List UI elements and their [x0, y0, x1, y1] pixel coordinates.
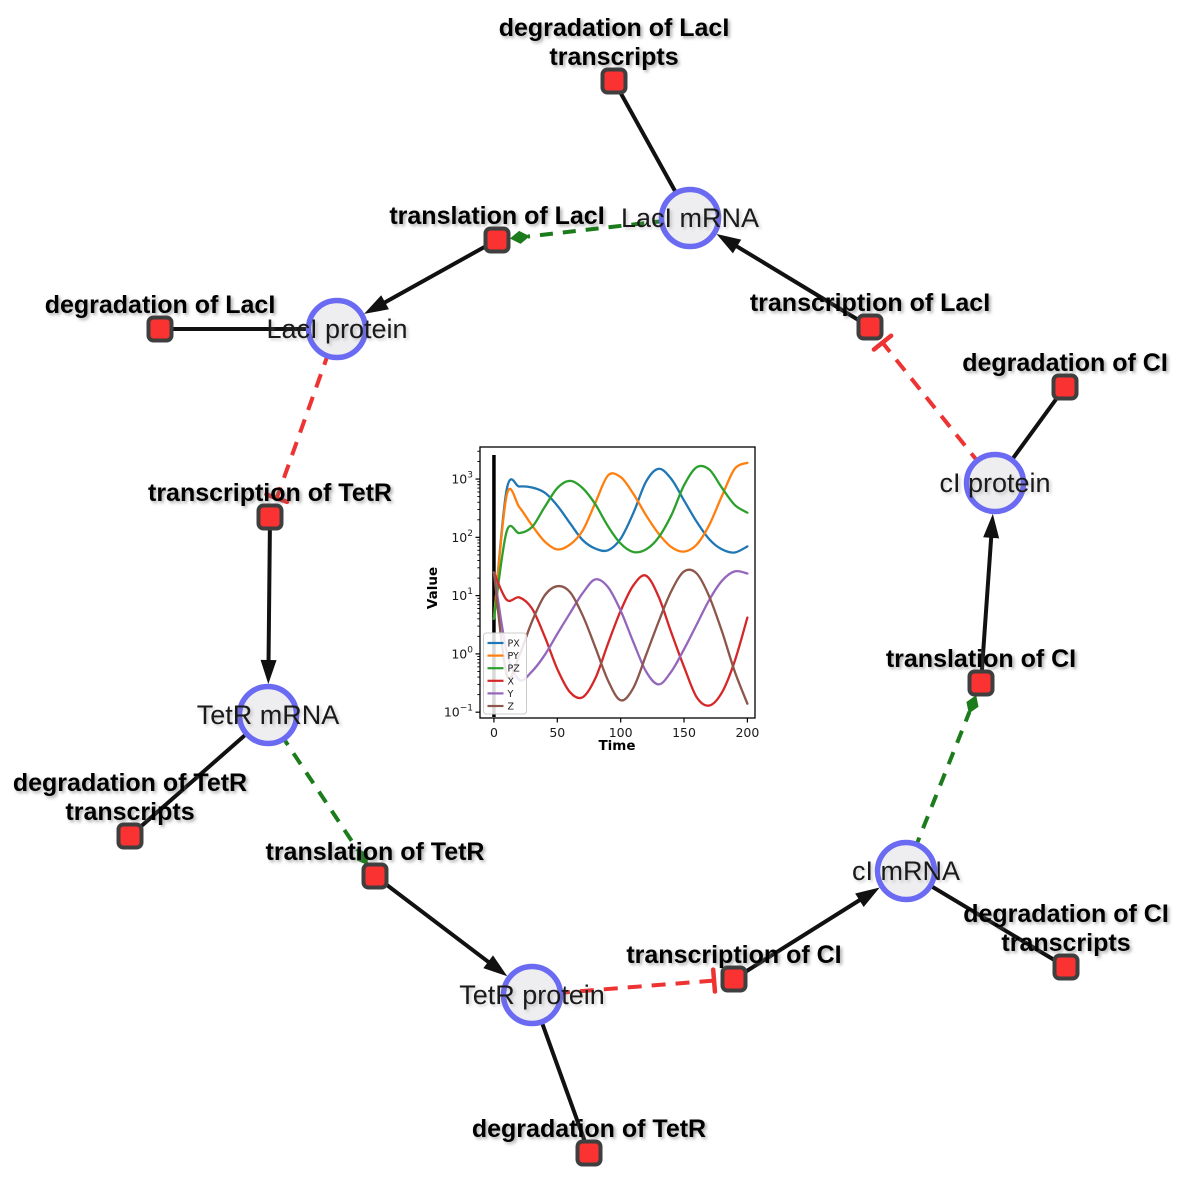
edge-inhibition-laci-protein-transcr-tetr-tbar: [264, 492, 290, 505]
reaction-label-deg-tetr-tr: degradation of TetR: [13, 769, 247, 797]
species-node-tetr-protein[interactable]: [500, 963, 564, 1027]
legend-label-PZ: PZ: [508, 664, 521, 675]
y-axis-title: Value: [425, 567, 441, 609]
legend-box: [483, 632, 527, 715]
x-tick-label: 50: [549, 725, 565, 740]
y-tick-label: 101: [451, 587, 473, 603]
reaction-label-transl-tetr: translation of TetR: [266, 838, 485, 866]
edge-production-transcr-tetr-tetr-mrna: [266, 516, 272, 665]
labels-layer: degradation of LacItranscriptstranslatio…: [13, 14, 1169, 1143]
x-tick-label: 150: [672, 725, 696, 740]
edge-production-transcr-ci-ci-mrna-arrowhead: [855, 887, 880, 908]
species-node-ci-protein[interactable]: [963, 451, 1027, 515]
legend-label-Z: Z: [508, 702, 515, 713]
chart-series-X: [492, 571, 749, 707]
reaction-label-transcr-ci: transcription of CI: [626, 941, 841, 969]
reaction-node-deg-laci[interactable]: [146, 315, 174, 343]
reaction-label-deg-ci-tr: degradation of CI: [963, 900, 1169, 928]
species-node-ci-mrna[interactable]: [874, 839, 938, 903]
y-tick-label: 100: [451, 645, 473, 661]
reaction-label-deg-laci-tr: transcripts: [549, 43, 678, 71]
reaction-node-transcr-tetr[interactable]: [256, 503, 284, 531]
edge-heads-layer: [260, 230, 1000, 994]
edge-production-transl-ci-ci-protein: [979, 533, 994, 684]
reaction-label-transcr-tetr: transcription of TetR: [148, 479, 392, 507]
edge-production-transcr-laci-laci-mrna-arrowhead: [716, 234, 742, 254]
reaction-label-deg-tetr: degradation of TetR: [472, 1115, 706, 1143]
reaction-node-transl-tetr[interactable]: [361, 862, 389, 890]
edge-production-transl-tetr-tetr-protein-arrowhead: [483, 955, 508, 977]
reaction-label-transcr-laci: transcription of LacI: [750, 289, 990, 317]
y-tick-label: 10−1: [444, 704, 473, 720]
reaction-node-deg-ci[interactable]: [1051, 373, 1079, 401]
species-label-tetr-mrna: TetR mRNA: [197, 700, 340, 730]
reaction-node-transl-laci[interactable]: [483, 226, 511, 254]
y-tick-label: 103: [451, 471, 473, 487]
reaction-label-deg-ci: degradation of CI: [962, 349, 1168, 377]
edge-production-transcr-tetr-tetr-mrna-arrowhead: [260, 659, 277, 685]
species-node-laci-protein[interactable]: [305, 297, 369, 361]
chart-series-Z: [492, 568, 749, 705]
species-node-laci-mrna[interactable]: [658, 186, 722, 250]
reaction-label-transl-laci: translation of LacI: [389, 202, 604, 230]
reaction-label-deg-ci-tr: transcripts: [1001, 929, 1130, 957]
legend-label-PY: PY: [508, 651, 520, 662]
edge-production-transl-ci-ci-protein-arrowhead: [983, 513, 1000, 539]
nodes-layer: [116, 67, 1080, 1167]
edge-production-transcr-laci-laci-mrna: [732, 242, 872, 329]
x-axis-title: Time: [598, 738, 635, 754]
species-label-laci-mrna: LacI mRNA: [621, 203, 759, 233]
reaction-node-transcr-ci[interactable]: [720, 965, 748, 993]
legend-label-X: X: [508, 676, 515, 687]
chart-frame: [479, 446, 756, 719]
species-label-laci-protein: LacI protein: [266, 314, 407, 344]
reaction-node-transcr-laci[interactable]: [856, 313, 884, 341]
legend-label-Y: Y: [507, 689, 514, 700]
reaction-node-transl-ci[interactable]: [967, 669, 995, 697]
edge-production-transl-laci-laci-protein: [380, 238, 498, 306]
edge-modifier-ci-mrna-transl-ci-diamond-head: [966, 695, 979, 714]
edge-production-transl-tetr-tetr-protein: [373, 874, 493, 966]
x-tick-label: 0: [490, 725, 498, 740]
y-tick-label: 102: [451, 529, 473, 545]
edge-inhibition-tetr-protein-transcr-ci-tbar: [710, 967, 718, 994]
reaction-node-deg-tetr[interactable]: [575, 1139, 603, 1167]
reaction-label-deg-laci-tr: degradation of LacI: [499, 14, 730, 42]
species-label-ci-protein: cI protein: [939, 468, 1050, 498]
reaction-label-deg-tetr-tr: transcripts: [65, 798, 194, 826]
reaction-node-deg-ci-tr[interactable]: [1052, 953, 1080, 981]
edge-modifier-tetr-mrna-transl-tetr-diamond-head: [356, 848, 368, 866]
chart-series-PZ: [492, 464, 749, 620]
species-label-ci-mrna: cI mRNA: [852, 856, 960, 886]
reaction-node-deg-laci-tr[interactable]: [600, 67, 628, 95]
reaction-label-transl-ci: translation of CI: [886, 645, 1076, 673]
legend-label-PX: PX: [508, 639, 521, 650]
edge-production-transl-laci-laci-protein-arrowhead: [364, 295, 389, 314]
species-node-tetr-mrna[interactable]: [236, 683, 300, 747]
x-tick-label: 200: [735, 725, 759, 740]
series-layer: [492, 461, 749, 707]
edge-modifier-laci-mrna-transl-laci-diamond-head: [509, 230, 530, 244]
species-label-tetr-protein: TetR protein: [459, 980, 605, 1010]
edge-inhibition-ci-protein-transcr-laci-tbar: [871, 333, 894, 352]
chart-series-Y: [492, 569, 749, 686]
x-tick-label: 100: [609, 725, 633, 740]
reaction-node-deg-tetr-tr[interactable]: [116, 822, 144, 850]
reaction-label-deg-laci: degradation of LacI: [45, 291, 276, 319]
edge-production-transcr-ci-ci-mrna: [732, 896, 864, 981]
